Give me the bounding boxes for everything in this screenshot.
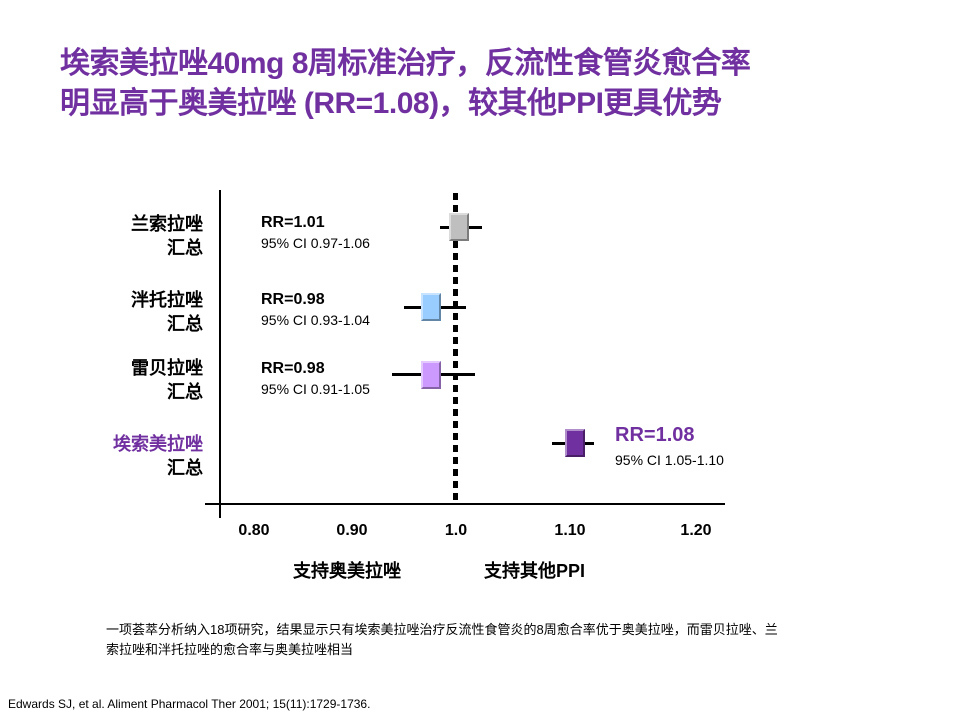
rr-marker	[421, 361, 441, 389]
rr-marker	[565, 429, 585, 457]
title-line-1: 埃索美拉唑40mg 8周标准治疗，反流性食管炎愈合率	[60, 47, 751, 80]
rr-marker	[449, 213, 469, 241]
row-label-rabeprazole: 雷贝拉唑 汇总	[131, 356, 203, 404]
drug-sub: 汇总	[167, 238, 203, 258]
rr-marker	[421, 293, 441, 321]
x-axis-line	[205, 503, 725, 505]
drug-name: 泮托拉唑	[131, 290, 203, 310]
rr-value: RR=1.01	[261, 214, 325, 231]
ci-value-highlight: 95% CI 1.05-1.10	[615, 452, 724, 468]
x-tick: 0.90	[336, 522, 368, 539]
summary-note: 一项荟萃分析纳入18项研究，结果显示只有埃索美拉唑治疗反流性食管炎的8周愈合率优…	[106, 622, 778, 657]
row-label-esomeprazole: 埃索美拉唑 汇总	[113, 432, 203, 480]
drug-name: 雷贝拉唑	[131, 358, 203, 378]
row-label-lansoprazole: 兰索拉唑 汇总	[131, 212, 203, 260]
x-tick: 1.20	[680, 522, 712, 539]
drug-name: 兰索拉唑	[131, 214, 203, 234]
rr-value: RR=0.98	[261, 291, 325, 308]
row-label-pantoprazole: 泮托拉唑 汇总	[131, 288, 203, 336]
rr-value: RR=0.98	[261, 360, 325, 377]
drug-name: 埃索美拉唑	[113, 434, 203, 454]
drug-sub: 汇总	[167, 314, 203, 334]
favor-left-label: 支持奥美拉唑	[293, 561, 401, 581]
favor-right-label: 支持其他PPI	[484, 561, 586, 581]
x-tick: 0.80	[238, 522, 270, 539]
y-axis-line	[219, 190, 221, 518]
drug-sub: 汇总	[167, 382, 203, 402]
x-tick: 1.0	[444, 522, 468, 539]
ci-value: 95% CI 0.97-1.06	[261, 235, 370, 251]
page-title: 埃索美拉唑40mg 8周标准治疗，反流性食管炎愈合率 明显高于奥美拉唑 (RR=…	[60, 44, 751, 124]
ci-value: 95% CI 0.91-1.05	[261, 381, 370, 397]
title-line-2: 明显高于奥美拉唑 (RR=1.08)，较其他PPI更具优势	[60, 87, 722, 120]
reference-citation: Edwards SJ, et al. Aliment Pharmacol The…	[8, 697, 371, 711]
ci-value: 95% CI 0.93-1.04	[261, 312, 370, 328]
drug-sub: 汇总	[167, 458, 203, 478]
reference-line	[453, 193, 458, 505]
x-tick: 1.10	[554, 522, 586, 539]
rr-value-highlight: RR=1.08	[615, 424, 695, 446]
